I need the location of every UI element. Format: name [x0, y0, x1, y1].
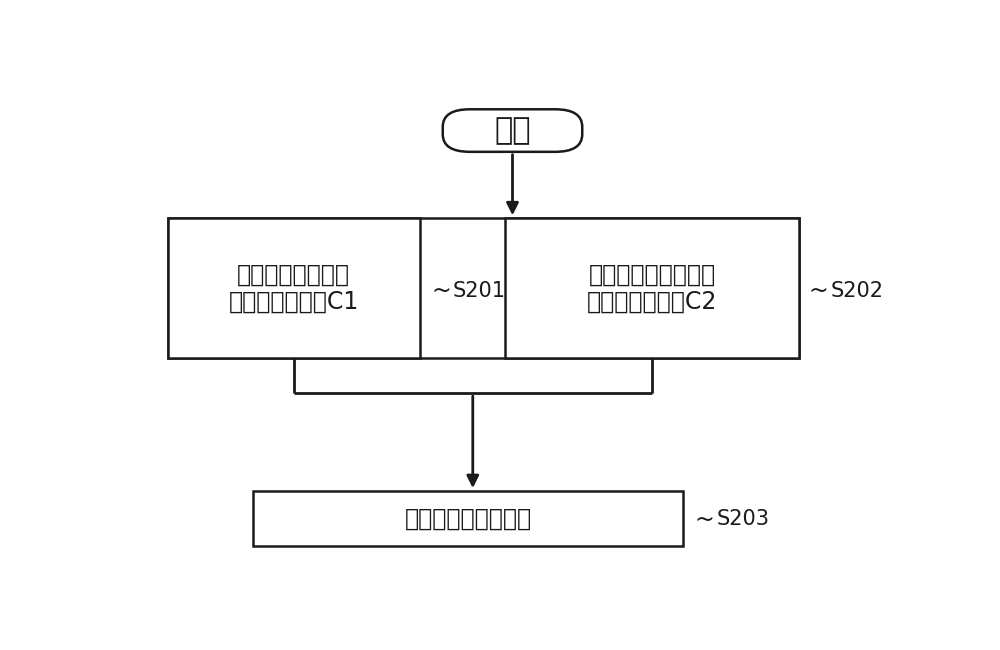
Text: 开始: 开始 [494, 116, 531, 145]
Text: ~: ~ [431, 279, 451, 303]
Bar [253, 491, 683, 546]
Text: ~: ~ [809, 279, 828, 303]
Text: 记录针对工区数据库
的第二访问次数C2: 记录针对工区数据库 的第二访问次数C2 [587, 263, 717, 314]
Text: S203: S203 [716, 510, 769, 530]
Bar [168, 218, 799, 358]
Bar [505, 218, 799, 358]
Text: S201: S201 [453, 281, 506, 301]
FancyBboxPatch shape [443, 109, 582, 152]
Text: 对地震数据进行迁移: 对地震数据进行迁移 [404, 506, 532, 530]
Text: S202: S202 [830, 281, 883, 301]
Text: 记录针对地震数据
的第一访问次数C1: 记录针对地震数据 的第一访问次数C1 [228, 263, 359, 314]
Bar [168, 218, 420, 358]
Text: ~: ~ [695, 508, 714, 532]
